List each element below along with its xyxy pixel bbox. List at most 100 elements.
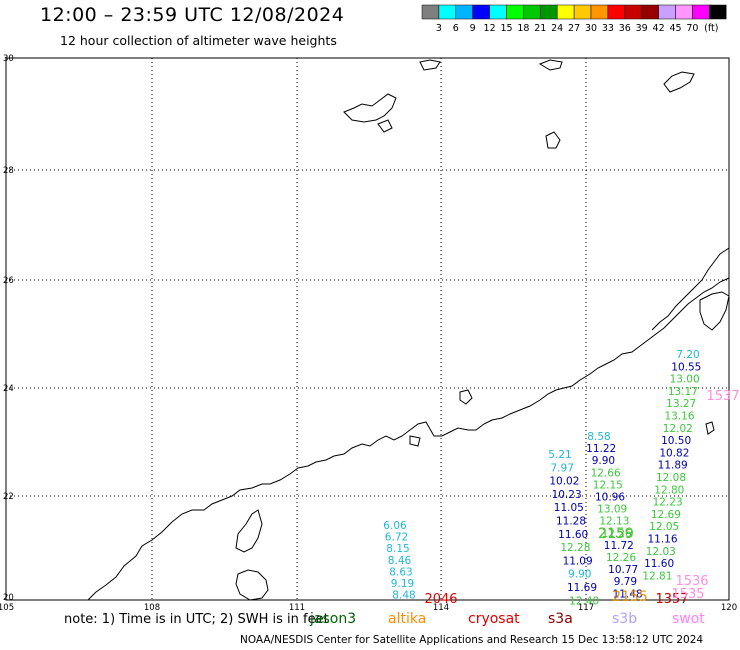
wave-height-label: 8.46 [388,555,412,567]
wave-height-label: 9.79 [614,576,637,588]
wave-height-label: 11.69 [567,582,597,594]
coastline-lake-4 [663,71,695,93]
coastline-mainland [87,277,730,601]
pass-time-label: 1357 [655,592,688,607]
wave-height-label: 12.69 [651,509,681,521]
coastline-island-small-1 [459,389,473,405]
coastline [87,59,730,601]
colorbar-tick-label: 18 [517,23,529,34]
wave-height-label: 9.90 [568,569,591,581]
wave-height-label: 13.17 [668,386,698,398]
lon-tick-label: 114 [433,603,449,612]
coastline-island-hainan-north [235,569,269,601]
coastline-lake-5 [545,131,561,149]
track-c: 8.5811.229.9012.6612.1510.9613.0912.1312… [586,431,642,600]
lon-tick-label: 108 [144,603,160,612]
wave-height-label: 11.72 [604,540,634,552]
map-subtitle: 12 hour collection of altimeter wave hei… [60,33,337,48]
coastline-lake-6 [377,119,393,133]
wave-height-label: 6.06 [383,520,407,532]
track-a: 6.066.728.158.468.639.198.48 [383,520,415,602]
pass-time-label: 2046 [424,592,457,607]
colorbar-tick-label: 36 [619,23,631,34]
wave-height-label: 11.16 [647,534,677,546]
wave-height-label: 12.02 [663,423,693,435]
note-text: note: 1) Time is in UTC; 2) SWH is in fe… [64,612,329,627]
wave-height-label: 12.08 [656,472,686,484]
wave-height-label: 10.55 [671,361,701,373]
lat-tick-label: 22 [3,492,14,502]
map-grid [6,58,729,600]
pass-time-label: 1536 [675,574,708,589]
lat-tick-label: 20 [3,593,14,603]
wave-height-label: 12.81 [642,570,672,582]
colorbar-tick-label: 6 [453,23,459,34]
wave-height-label: 13.09 [597,504,627,516]
lat-tick-label: 24 [3,384,14,394]
legend-entry-s3a: s3a [548,611,573,627]
wave-height-label: 5.21 [548,449,571,461]
wave-height-label: 11.89 [658,460,688,472]
colorbar-tick-label: 9 [470,23,476,34]
wave-height-label: 8.15 [386,543,409,555]
colorbar-tick-label: 33 [602,23,614,34]
wave-height-label: 7.97 [551,462,574,474]
wave-height-label: 6.72 [385,532,408,544]
wave-height-label: 10.02 [549,476,579,488]
wave-height-label: 9.90 [592,455,615,467]
colorbar-swatch [709,4,727,20]
coastline-island-small-3 [409,435,421,447]
colorbar-tick-label: 45 [669,23,681,34]
legend-entry-jason3: jason3 [310,611,357,627]
coastline-lake-3 [419,59,441,71]
wave-height-label: 8.63 [389,566,412,578]
wave-height-label: 12.23 [653,497,683,509]
wave-height-label: 11.09 [563,555,593,567]
wave-height-label: 7.20 [676,349,699,361]
colorbar-unit: (ft) [704,23,718,34]
legend-entry-cryosat: cryosat [468,611,520,627]
wave-height-label: 10.82 [659,447,689,459]
lon-tick-label: 120 [721,603,737,612]
colorbar-tick-label: 30 [585,23,597,34]
track-b: 5.217.9710.0210.2311.0511.2811.6012.2811… [548,449,599,607]
lat-tick-label: 26 [3,276,14,286]
lat-tick-label: 28 [3,166,14,176]
map-plot: 6.066.728.158.468.639.198.48 5.217.97 10.… [0,54,740,612]
colorbar-tick-label: 21 [534,23,546,34]
wave-height-label: 10.23 [552,489,582,501]
wave-height-label: 11.60 [644,558,674,570]
wave-height-label: 12.05 [649,521,679,533]
colorbar-tick-label: 24 [551,23,563,34]
footer-credit: NOAA/NESDIS Center for Satellite Applica… [240,634,704,646]
wave-height-label: 12.13 [599,516,629,528]
colorbar-tick-label: 70 [686,23,698,34]
wave-height-label: 13.27 [666,398,696,410]
pass-time-label: 2159 [598,526,634,542]
coastline-peninsula [235,509,263,553]
colorbar-tick-label: 12 [484,23,496,34]
wave-height-label: 13.16 [664,411,694,423]
wave-height-label: 12.28 [560,542,590,554]
coastline-lake-2 [538,59,563,71]
wave-height-label: 9.19 [391,578,414,590]
legend-entry-swot: swot [672,611,705,627]
pass-time-label: 2155 [612,589,648,605]
wave-height-label: 12.03 [646,546,676,558]
wave-height-label: 12.66 [591,467,621,479]
colorbar-tick-label: 42 [653,23,665,34]
pass-time-label: 1535 [671,587,704,602]
colorbar-tick-label: 15 [500,23,512,34]
pass-time-label: 2159 [598,526,634,542]
pass-time-label: 1537 [706,389,739,404]
coastline-island-taiwan [699,291,730,331]
wave-height-label: 11.22 [586,443,616,455]
wave-height-label: 11.48 [613,588,643,600]
wave-height-label: 8.58 [587,431,610,443]
wave-height-label: 13.00 [670,374,700,386]
colorbar-tick-label: 39 [636,23,648,34]
wave-height-label: 11.28 [556,516,586,528]
wave-height-label: 11.05 [554,502,584,514]
lon-tick-label: 111 [289,603,305,612]
coastline-lake-1 [343,93,397,123]
